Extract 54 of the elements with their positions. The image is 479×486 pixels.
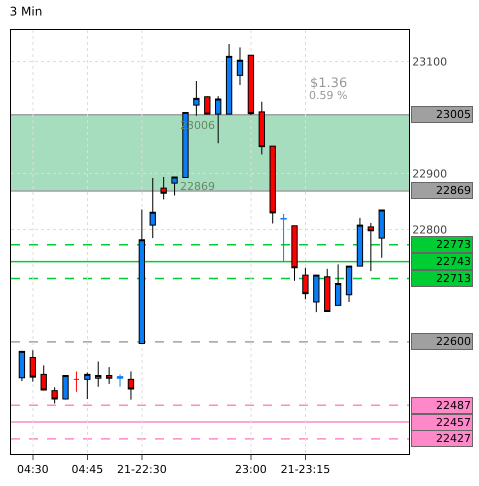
candlestick — [116, 374, 124, 388]
candlestick — [40, 364, 47, 392]
ref-line-label: 22869 — [436, 184, 471, 197]
x-tick-label: 21-22:30 — [117, 463, 167, 476]
y-tick-label: 22900 — [412, 167, 448, 180]
candlestick — [248, 54, 254, 116]
y-tick-label: 23100 — [412, 55, 448, 68]
candlestick — [30, 350, 36, 382]
candlestick — [215, 96, 222, 144]
candlestick — [324, 268, 330, 312]
candlestick — [160, 176, 167, 200]
candlestick — [226, 44, 232, 115]
candlestick — [280, 213, 287, 262]
candlestick — [95, 360, 102, 388]
candlestick — [356, 217, 364, 267]
candlestick — [204, 96, 210, 115]
candlestick — [18, 350, 26, 382]
annotation: 22869 — [180, 180, 215, 193]
candlestick — [346, 266, 352, 303]
candlestick — [73, 371, 80, 392]
candlestick — [258, 101, 265, 156]
candlestick — [106, 366, 112, 384]
ref-line-label: 22457 — [436, 416, 471, 429]
candlestick — [84, 372, 90, 400]
y-tick-label: 22800 — [412, 224, 448, 237]
candlestick — [150, 178, 156, 239]
candlestick — [138, 208, 146, 344]
candlestick — [270, 146, 276, 224]
x-tick-label: 21-23:15 — [280, 463, 330, 476]
ref-line-label: 22713 — [436, 272, 471, 285]
ref-line-label: 23005 — [436, 108, 471, 121]
candlestick — [128, 371, 134, 400]
x-tick-label: 04:30 — [16, 463, 49, 476]
candlestick — [291, 225, 298, 282]
candlestick — [378, 210, 385, 258]
candlestick — [62, 374, 69, 400]
candlestick — [236, 46, 244, 86]
ref-line-label: 22487 — [436, 399, 471, 412]
ref-line-label: 22743 — [436, 255, 471, 268]
ref-line-label: 22427 — [436, 432, 471, 445]
candlestick — [51, 386, 58, 404]
candlestick — [313, 274, 320, 313]
candlestick — [368, 222, 374, 272]
candlestick — [193, 80, 200, 116]
chart-title: 3 Min — [10, 4, 42, 19]
candlestick — [334, 264, 342, 306]
candlestick — [171, 176, 178, 196]
x-tick-label: 04:45 — [71, 463, 104, 476]
annotation: 0.59 % — [309, 89, 348, 102]
ref-line-label: 22773 — [436, 238, 471, 251]
x-tick-label: 23:00 — [235, 463, 267, 476]
candlestick — [302, 267, 309, 300]
annotation: $1.36 — [310, 76, 348, 91]
ref-line-label: 22600 — [436, 335, 471, 348]
